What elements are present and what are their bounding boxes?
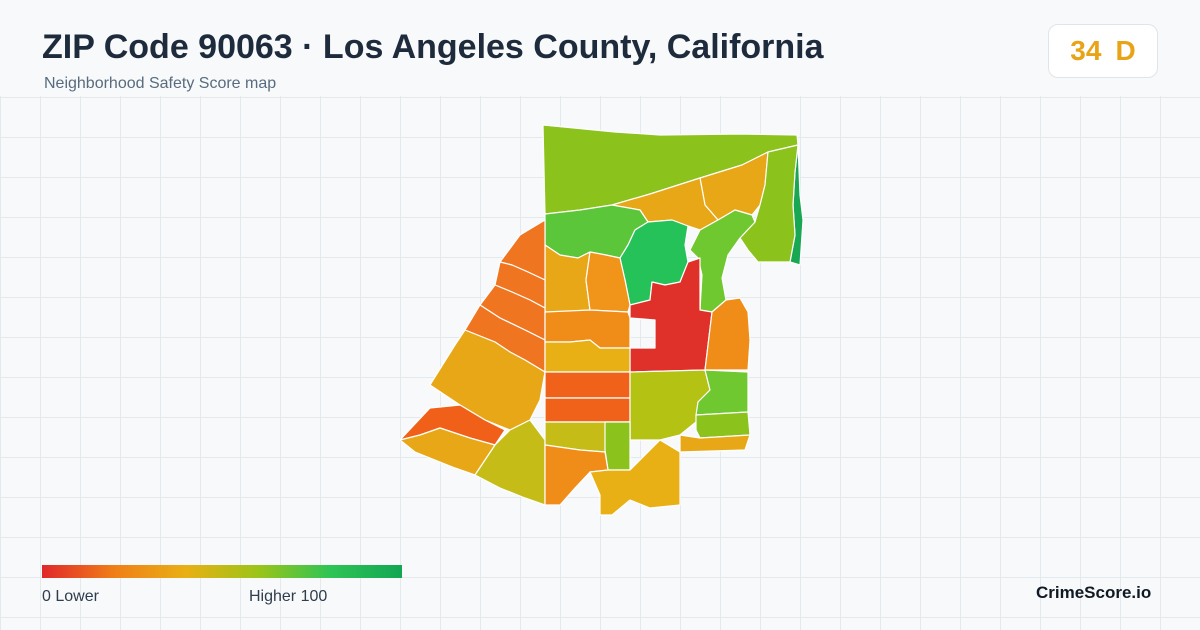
- score-badge: 34 D: [1048, 24, 1158, 78]
- legend-gradient-bar: [42, 565, 402, 578]
- page-subtitle: Neighborhood Safety Score map: [44, 75, 277, 92]
- score-grade: D: [1115, 35, 1136, 66]
- page-title: ZIP Code 90063 · Los Angeles County, Cal…: [42, 28, 824, 66]
- header: ZIP Code 90063 · Los Angeles County, Cal…: [0, 0, 1200, 96]
- brand-logo-text: CrimeScore.io: [1036, 583, 1152, 602]
- map-region[interactable]: [739, 144, 799, 263]
- map-region[interactable]: [544, 371, 631, 399]
- map-region[interactable]: [544, 397, 631, 423]
- legend-low-label: 0 Lower: [42, 588, 99, 605]
- map-region[interactable]: [695, 411, 751, 439]
- map-region[interactable]: [679, 434, 751, 453]
- map-region[interactable]: [629, 257, 713, 373]
- map-region[interactable]: [604, 421, 631, 471]
- map-region[interactable]: [589, 439, 681, 516]
- score-value: 34: [1070, 35, 1102, 66]
- legend-high-label: Higher 100: [249, 588, 328, 605]
